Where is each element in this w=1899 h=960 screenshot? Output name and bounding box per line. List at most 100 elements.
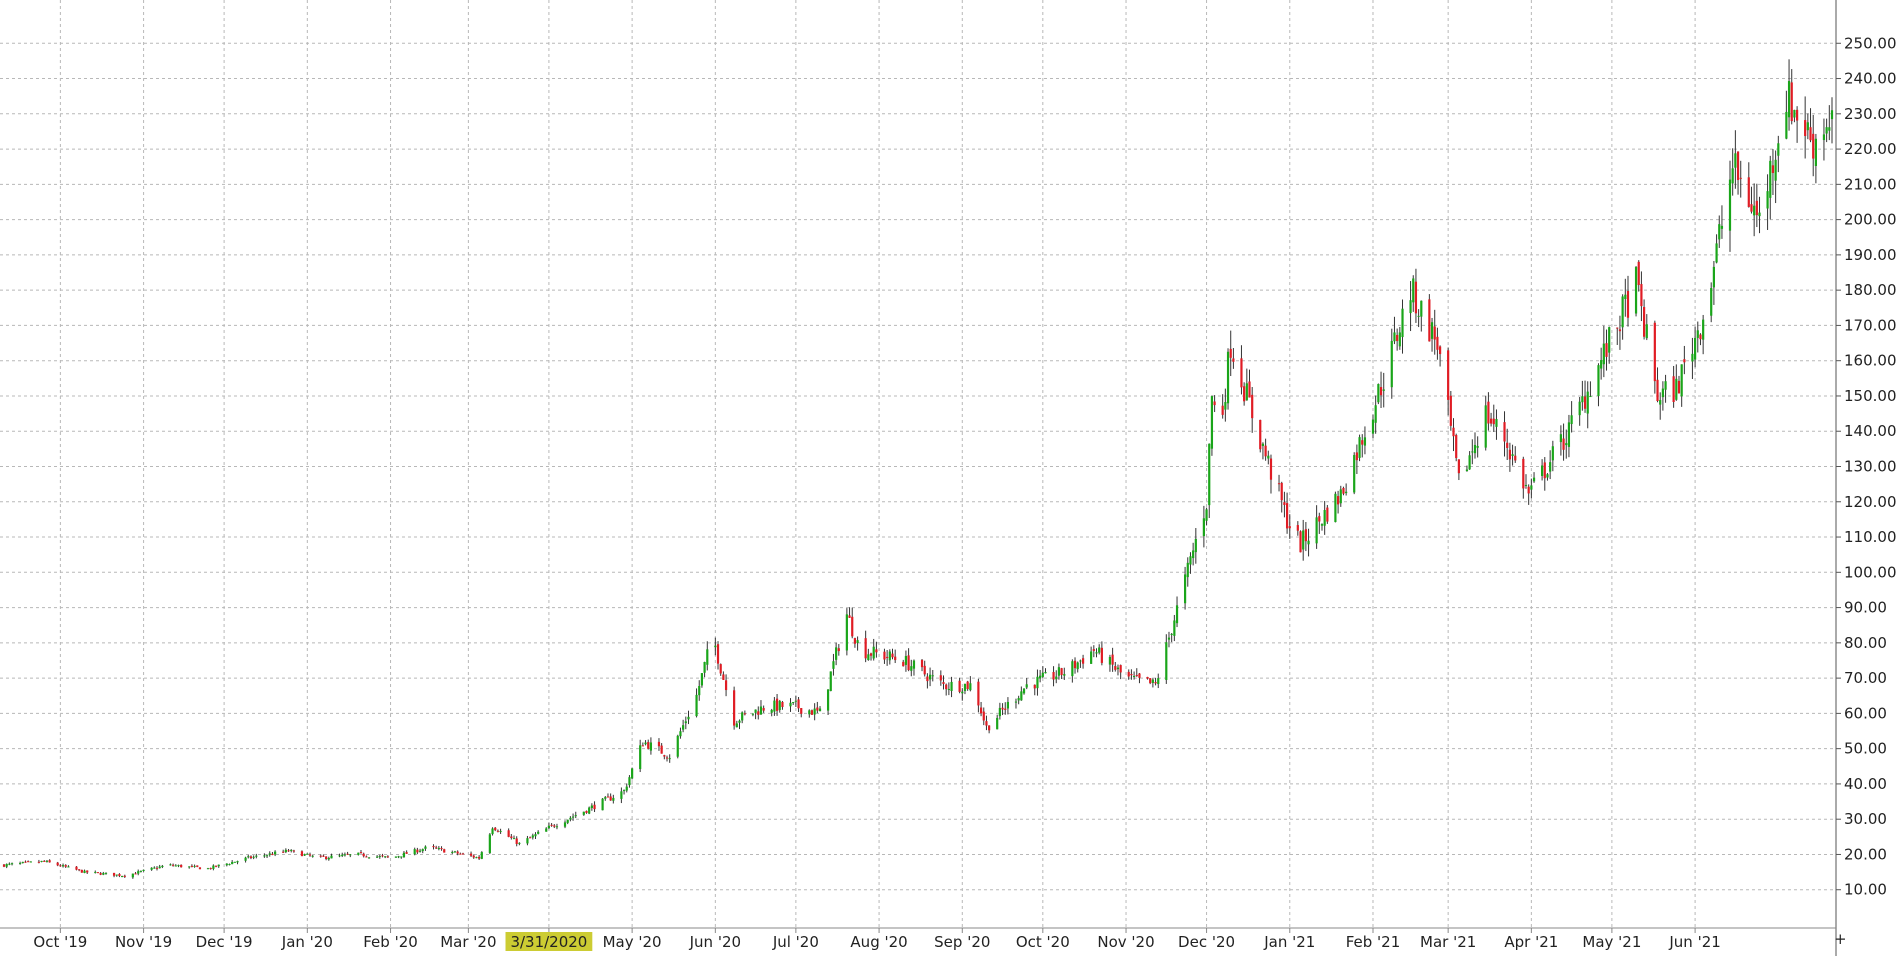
- candle-up: [569, 817, 572, 820]
- candle-down: [1248, 381, 1251, 398]
- candle-up: [206, 868, 210, 870]
- candle-up: [1412, 278, 1415, 303]
- y-tick-label: 210.00: [1844, 175, 1897, 193]
- candle-up: [1589, 396, 1592, 398]
- candle-up: [620, 791, 623, 799]
- candle-up: [384, 856, 387, 858]
- candle-up: [303, 854, 306, 856]
- candle-up: [1551, 446, 1554, 461]
- candle-up: [867, 654, 870, 661]
- candle-up: [1307, 540, 1310, 545]
- candle-down: [319, 855, 322, 857]
- candle-up: [1108, 656, 1112, 665]
- candle-up: [161, 865, 164, 868]
- candle-up: [1774, 159, 1777, 181]
- candle-up: [1664, 381, 1667, 390]
- candle-up: [1353, 455, 1356, 493]
- candle-up: [963, 683, 967, 691]
- candle-up: [778, 700, 781, 711]
- y-tick-label: 160.00: [1844, 352, 1897, 370]
- candle-up: [622, 790, 626, 792]
- candle-down: [1739, 177, 1742, 179]
- candle-up: [1578, 401, 1581, 416]
- candle-up: [499, 830, 502, 832]
- candle-up: [1645, 324, 1648, 339]
- candle-up: [813, 708, 816, 715]
- candle-up: [1063, 674, 1066, 676]
- candle-up: [1039, 675, 1042, 679]
- candle-up: [571, 816, 575, 818]
- candle-down: [1277, 483, 1281, 485]
- candle-down: [926, 676, 929, 682]
- candle-down: [443, 849, 446, 853]
- candle-up: [1036, 676, 1039, 689]
- candle-down: [461, 853, 465, 855]
- candle-down: [945, 684, 948, 690]
- candle-down: [359, 852, 363, 854]
- candle-up: [1224, 402, 1227, 410]
- y-tick-label: 60.00: [1844, 704, 1887, 722]
- candle-up: [1567, 422, 1571, 447]
- candle-down: [1747, 177, 1750, 207]
- candle-down: [1304, 529, 1307, 542]
- candle-down: [405, 852, 408, 854]
- candle-down: [416, 849, 419, 853]
- candle-down: [1259, 419, 1262, 450]
- candle-down: [435, 847, 438, 849]
- candle-down: [816, 707, 819, 711]
- candle-down: [1138, 673, 1141, 678]
- candle-down: [775, 698, 779, 711]
- candle-up: [912, 660, 916, 669]
- candle-up: [1382, 389, 1385, 391]
- candle-down: [1506, 442, 1509, 448]
- candle-up: [706, 649, 709, 665]
- candle-down: [469, 853, 473, 856]
- candle-up: [1565, 443, 1568, 446]
- x-tick-label: Jan '21: [1263, 933, 1315, 951]
- x-tick-label: Nov '20: [1097, 933, 1154, 951]
- candle-down: [64, 865, 67, 867]
- candle-up: [233, 861, 236, 863]
- candle-down: [1269, 458, 1273, 480]
- candle-down: [287, 850, 290, 852]
- y-tick-label: 10.00: [1844, 881, 1887, 899]
- candle-down: [1438, 346, 1442, 355]
- candle-up: [1710, 288, 1713, 316]
- candle-up: [537, 831, 540, 834]
- candle-up: [1186, 562, 1189, 578]
- candle-down: [1492, 418, 1495, 425]
- y-tick-label: 80.00: [1844, 634, 1887, 652]
- candle-down: [719, 664, 722, 674]
- candle-up: [1020, 691, 1023, 701]
- candle-up: [1600, 360, 1603, 369]
- candle-down: [894, 656, 897, 661]
- candle-up: [574, 815, 577, 817]
- candle-up: [1524, 484, 1528, 486]
- candle-down: [456, 851, 459, 854]
- candle-up: [402, 852, 406, 858]
- candle-up: [1371, 419, 1375, 434]
- candle-down: [979, 707, 983, 714]
- candle-down: [472, 855, 475, 858]
- candle-up: [832, 661, 835, 669]
- candle-up: [856, 640, 859, 644]
- candle-up: [872, 646, 875, 659]
- candle-up: [1532, 477, 1536, 482]
- candle-down: [432, 846, 435, 848]
- candle-up: [547, 825, 551, 829]
- candle-down: [381, 855, 384, 857]
- candle-up: [137, 871, 140, 874]
- candle-up: [961, 691, 964, 694]
- candle-up: [1806, 122, 1809, 131]
- candle-down: [1656, 379, 1659, 401]
- candle-down: [1288, 526, 1291, 529]
- candle-down: [1750, 204, 1753, 212]
- candle-up: [231, 862, 234, 865]
- candle-up: [735, 723, 738, 728]
- candle-up: [421, 849, 424, 852]
- x-tick-label: Oct '20: [1016, 933, 1070, 951]
- candle-up: [311, 855, 314, 857]
- y-tick-label: 230.00: [1844, 105, 1897, 123]
- candle-up: [1057, 667, 1061, 676]
- candle-up: [153, 867, 156, 869]
